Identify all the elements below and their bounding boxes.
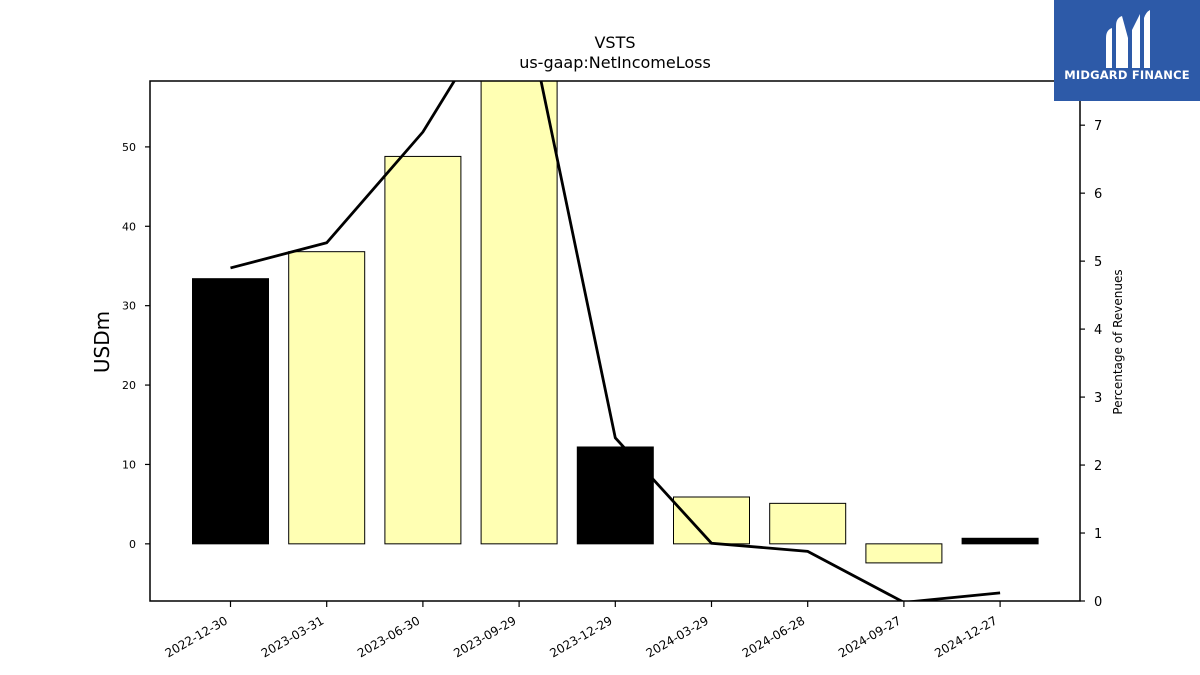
midgard-finance-logo: MIDGARD FINANCE	[1054, 0, 1200, 101]
y-tick-label: 40	[122, 220, 136, 233]
bar	[288, 251, 366, 545]
bars-group	[192, 81, 1039, 564]
bar	[865, 543, 943, 564]
x-tick-label: 2023-09-29	[451, 613, 518, 660]
x-tick-label: 2023-06-30	[355, 613, 422, 660]
x-tick-label: 2022-12-30	[163, 613, 230, 660]
y-tick-label: 0	[129, 538, 136, 551]
bar	[769, 502, 847, 545]
y2-tick-label: 3	[1094, 391, 1102, 406]
left-axis-ticks: 0 10 20 30 40 50	[122, 141, 150, 551]
logo-text: MIDGARD FINANCE	[1064, 68, 1190, 82]
x-tick-label: 2024-09-27	[836, 613, 903, 660]
y2-tick-label: 6	[1094, 187, 1102, 202]
y-axis-label: USDm	[90, 311, 114, 373]
line-group	[230, 81, 1001, 601]
y2-tick-label: 7	[1094, 119, 1102, 134]
y2-tick-label: 5	[1094, 255, 1102, 270]
midgard-m-icon	[1106, 10, 1150, 68]
bar	[961, 537, 1039, 545]
y2-tick-label: 4	[1094, 323, 1102, 338]
y2-axis-label: Percentage of Revenues	[1111, 269, 1125, 414]
y-tick-label: 30	[122, 300, 136, 313]
x-tick-label: 2023-12-29	[547, 613, 614, 660]
bar	[192, 278, 269, 545]
percentage-line	[230, 81, 1001, 601]
y2-tick-label: 2	[1094, 459, 1102, 474]
right-axis-ticks: 0 1 2 3 4 5 6 7	[1080, 119, 1102, 610]
y-tick-label: 50	[122, 141, 136, 154]
bar	[673, 496, 750, 545]
y-tick-label: 10	[122, 458, 136, 471]
x-tick-label: 2024-12-27	[932, 613, 999, 660]
x-tick-label: 2024-06-28	[740, 613, 807, 660]
bar	[384, 155, 462, 545]
bar	[480, 81, 558, 545]
chart-title: VSTS	[594, 33, 635, 52]
x-tick-label: 2024-03-29	[644, 613, 711, 660]
x-tick-label: 2023-03-31	[259, 613, 326, 660]
bar	[576, 446, 654, 545]
y2-tick-label: 1	[1094, 527, 1102, 542]
y-tick-label: 20	[122, 379, 136, 392]
y2-tick-label: 0	[1094, 595, 1102, 610]
x-axis-ticks: 2022-12-30 2023-03-31 2023-06-30 2023-09-29…	[163, 601, 1001, 660]
chart-subtitle: us-gaap:NetIncomeLoss	[519, 53, 711, 72]
